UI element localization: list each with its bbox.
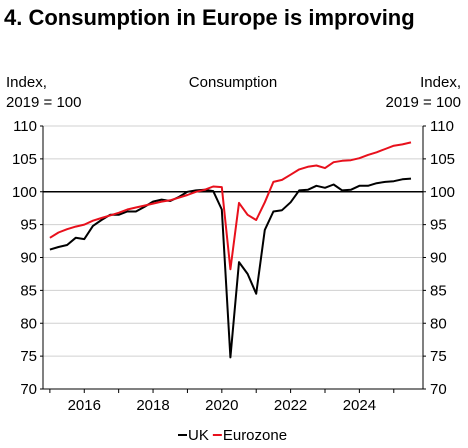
x-tick-2020: 2020 [205,397,238,414]
y-tick-right-90: 90 [430,250,447,267]
y-tick-left-110: 110 [13,118,37,135]
y-tick-right-85: 85 [430,282,447,299]
left-axis-label-line2: 2019 = 100 [6,94,82,111]
y-tick-left-100: 100 [12,184,37,201]
x-tick-2024: 2024 [343,397,376,414]
y-tick-right-80: 80 [430,315,447,332]
legend-label-eurozone: Eurozone [223,427,287,444]
y-tick-left-95: 95 [20,217,37,234]
y-tick-right-110: 110 [430,118,454,135]
series-line-eurozone [49,141,412,271]
y-tick-right-70: 70 [430,381,447,398]
y-tick-left-70: 70 [20,381,37,398]
x-tick-2022: 2022 [274,397,307,414]
y-tick-left-90: 90 [20,250,37,267]
right-axis-label-line1: Index, [420,74,461,91]
right-axis-label-line2: 2019 = 100 [386,94,462,111]
y-tick-right-100: 100 [430,184,455,201]
x-tick-2018: 2018 [136,397,169,414]
y-tick-right-75: 75 [430,348,447,365]
y-tick-left-105: 105 [12,151,37,168]
left-axis-label-line1: Index, [6,74,47,91]
y-tick-left-85: 85 [20,282,37,299]
chart-title: Consumption [189,74,277,91]
y-tick-left-80: 80 [20,315,37,332]
y-tick-right-95: 95 [430,217,447,234]
chart-heading: 4. Consumption in Europe is improving [4,5,415,30]
y-tick-right-105: 105 [430,151,455,168]
legend-label-uk: UK [188,427,209,444]
y-tick-left-75: 75 [20,348,37,365]
x-tick-2016: 2016 [68,397,101,414]
